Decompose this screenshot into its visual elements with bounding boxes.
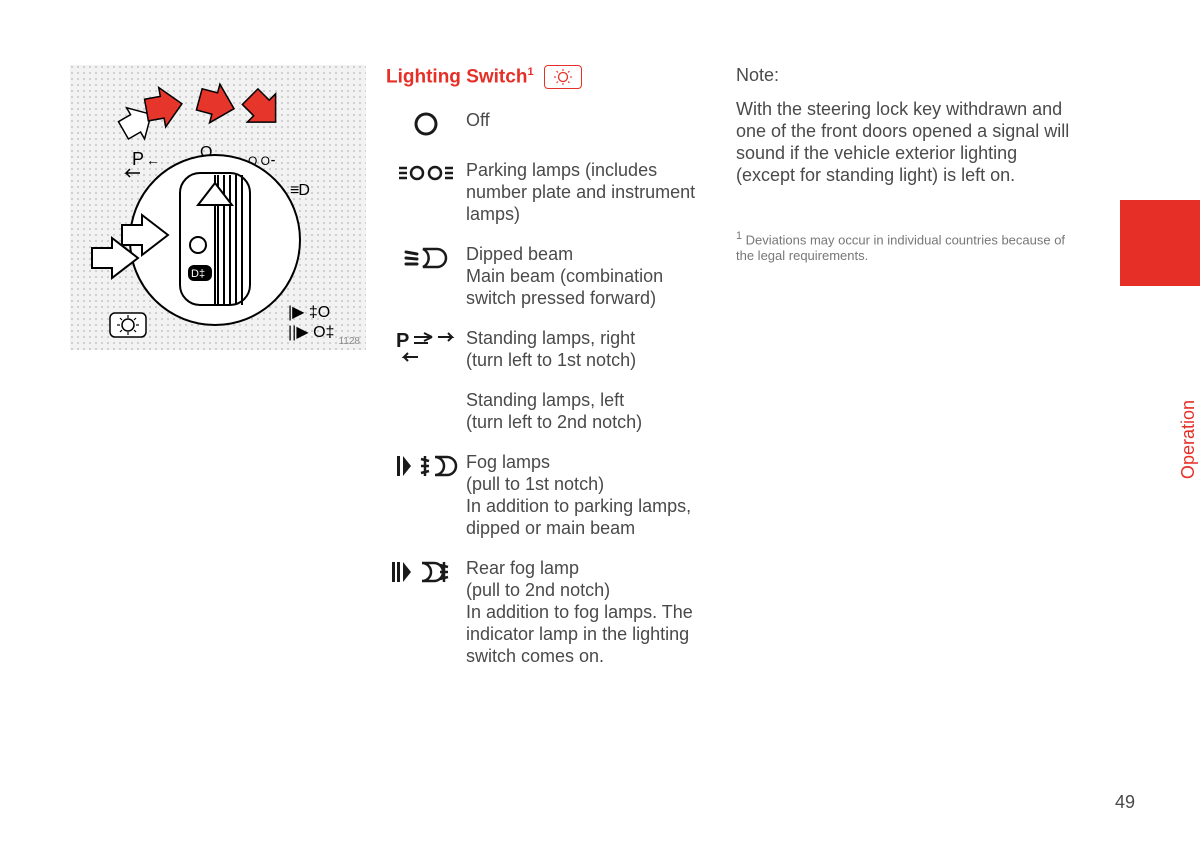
svg-text:←: ← <box>146 152 160 168</box>
legend-text: Off <box>466 109 490 131</box>
note-column: Note: With the steering lock key withdra… <box>736 65 1071 264</box>
footnote-text: Deviations may occur in individual count… <box>736 232 1065 263</box>
note-label: Note: <box>736 65 1071 86</box>
legend-text: Rear fog lamp (pull to 2nd notch) In add… <box>466 557 706 667</box>
fog-lamps-icon <box>386 451 466 479</box>
legend-item-dipped: Dipped beam Main beam (combination switc… <box>386 243 706 309</box>
title-row: Lighting Switch1 <box>386 65 706 89</box>
light-icon-box <box>544 65 582 89</box>
rear-fog-icon <box>386 557 466 585</box>
diagram-svg: P ← O ⁃O O⁃ ≡D <box>70 65 366 350</box>
legend-item-fog: Fog lamps (pull to 1st notch) In additio… <box>386 451 706 539</box>
footnote-marker: 1 <box>736 230 742 242</box>
svg-text:|▶ ‡O: |▶ ‡O <box>288 304 330 321</box>
legend-text: Standing lamps, right (turn left to 1st … <box>466 327 636 371</box>
content-row: P ← O ⁃O O⁃ ≡D <box>0 65 1200 685</box>
dipped-beam-icon <box>386 243 466 271</box>
title-text: Lighting Switch <box>386 66 527 87</box>
footnote: 1 Deviations may occur in individual cou… <box>736 228 1071 264</box>
legend-item-off: Off <box>386 109 706 141</box>
diagram-number: 1128 <box>338 336 360 347</box>
legend-item-rear-fog: Rear fog lamp (pull to 2nd notch) In add… <box>386 557 706 667</box>
section-tab <box>1120 200 1200 286</box>
parking-lamps-icon <box>386 159 466 185</box>
title-superscript: 1 <box>527 66 533 78</box>
note-body: With the steering lock key withdrawn and… <box>736 98 1071 186</box>
legend-column: Lighting Switch1 <box>386 65 706 685</box>
legend-text: Fog lamps (pull to 1st notch) In additio… <box>466 451 706 539</box>
standing-right-icon: P <box>386 327 466 363</box>
svg-text:≡D: ≡D <box>290 182 309 199</box>
off-icon <box>386 109 466 141</box>
svg-text:P: P <box>396 330 409 352</box>
lighting-switch-diagram: P ← O ⁃O O⁃ ≡D <box>70 65 366 350</box>
svg-text:||▶ O‡: ||▶ O‡ <box>288 324 334 341</box>
svg-text:P: P <box>132 149 144 169</box>
section-title: Lighting Switch1 <box>386 66 534 88</box>
legend-item-parking: Parking lamps (includes number plate and… <box>386 159 706 225</box>
svg-text:D‡: D‡ <box>191 268 205 280</box>
light-icon <box>551 68 575 86</box>
legend-text: Parking lamps (includes number plate and… <box>466 159 706 225</box>
legend-text: Standing lamps, left (turn left to 2nd n… <box>466 389 642 433</box>
legend-item-standing-left: Standing lamps, left (turn left to 2nd n… <box>386 389 706 433</box>
page-number: 49 <box>1115 792 1135 813</box>
legend-text: Dipped beam Main beam (combination switc… <box>466 243 706 309</box>
legend-item-standing-right: P Standing lamps, right (turn left to 1s… <box>386 327 706 371</box>
standing-left-icon <box>386 389 466 391</box>
section-label: Operation <box>1178 400 1199 479</box>
manual-page: P ← O ⁃O O⁃ ≡D <box>0 0 1200 848</box>
